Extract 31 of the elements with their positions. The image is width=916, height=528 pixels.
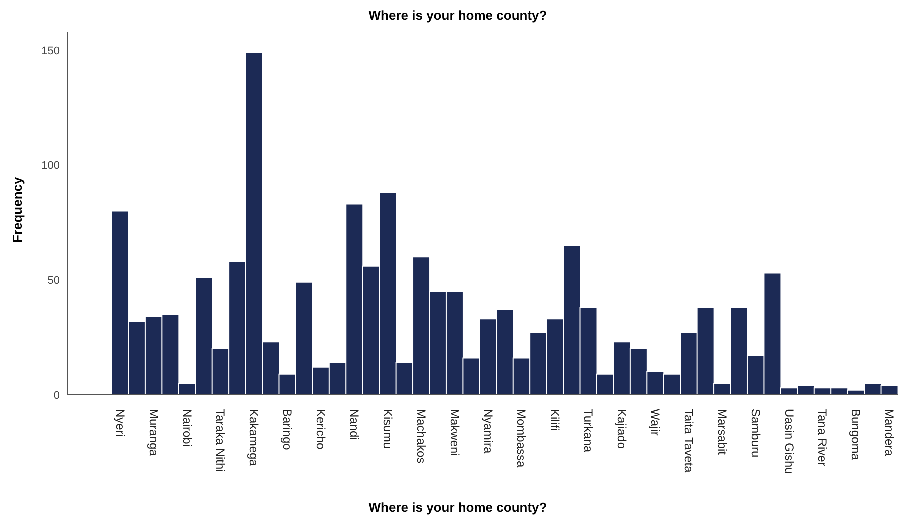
y-axis-title: Frequency <box>10 177 25 243</box>
x-tick-label: Muranga <box>146 409 161 457</box>
x-tick-label: Mandera <box>882 409 897 457</box>
x-tick-label: Taraka Nithi <box>214 409 228 472</box>
y-tick-label: 0 <box>54 390 60 402</box>
y-tick-label: 100 <box>42 160 60 172</box>
y-tick-label: 150 <box>42 45 60 58</box>
x-tick-label: Baringo <box>280 409 295 451</box>
y-tick-label: 50 <box>48 275 60 288</box>
x-tick-label: Marsabit <box>715 409 730 456</box>
x-tick-label: Kajiado <box>615 409 630 450</box>
x-tick-label: Makweni <box>448 409 462 456</box>
x-tick-label: Taita Taveta <box>682 409 696 474</box>
x-tick-label: Nyeri <box>113 409 128 438</box>
x-tick-label: Machakos <box>414 409 428 464</box>
chart-title: Where is your home county? <box>368 8 548 25</box>
x-tick-label: Nairobi <box>180 409 194 448</box>
x-tick-label: Samburu <box>748 409 763 458</box>
x-tick-label: Turkana <box>582 409 596 453</box>
x-tick-label: Uasin Gishu <box>782 409 796 474</box>
x-tick-label: Nandi <box>347 409 362 440</box>
x-tick-label: Nyamira <box>481 409 496 454</box>
x-tick-label: Kisumu <box>380 409 395 450</box>
x-axis-title: Where is your home county? <box>368 500 548 515</box>
x-tick-label: Wajir <box>648 409 663 436</box>
x-tick-label: Mombassa <box>514 409 529 468</box>
x-tick-label: Kakamega <box>247 409 262 467</box>
x-tick-label: Bungoma <box>849 409 864 461</box>
x-tick-label: Kericho <box>314 409 328 450</box>
x-tick-label: Kilifi <box>548 409 562 432</box>
x-tick-label: Tana River <box>816 409 830 466</box>
